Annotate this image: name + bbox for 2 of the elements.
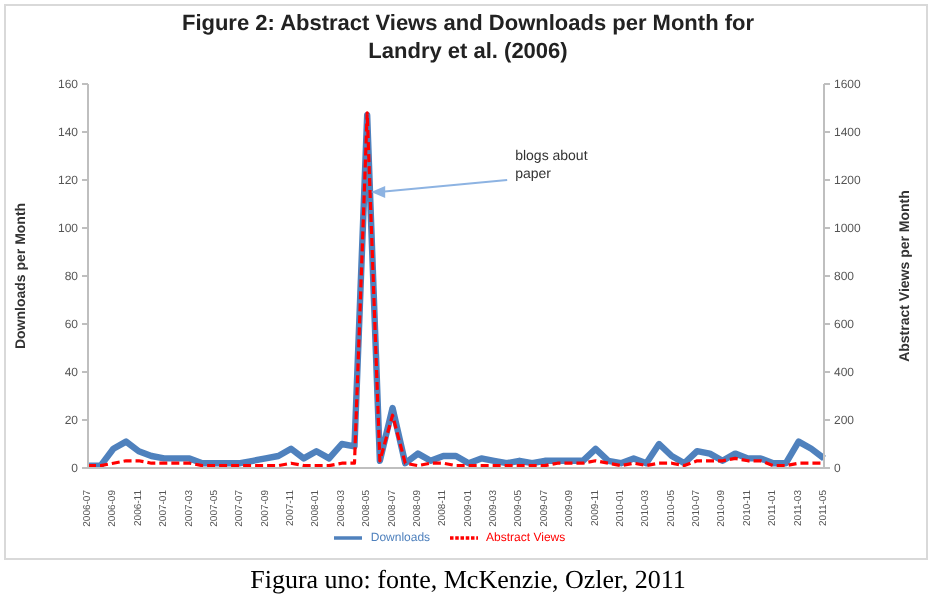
text: Figura uno: fonte, McKenzie, Ozler, 2011 bbox=[248, 564, 688, 596]
chart-title: Figure 2: Abstract Views and Downloads per Month for Landry et al. (2006) bbox=[179, 10, 757, 66]
